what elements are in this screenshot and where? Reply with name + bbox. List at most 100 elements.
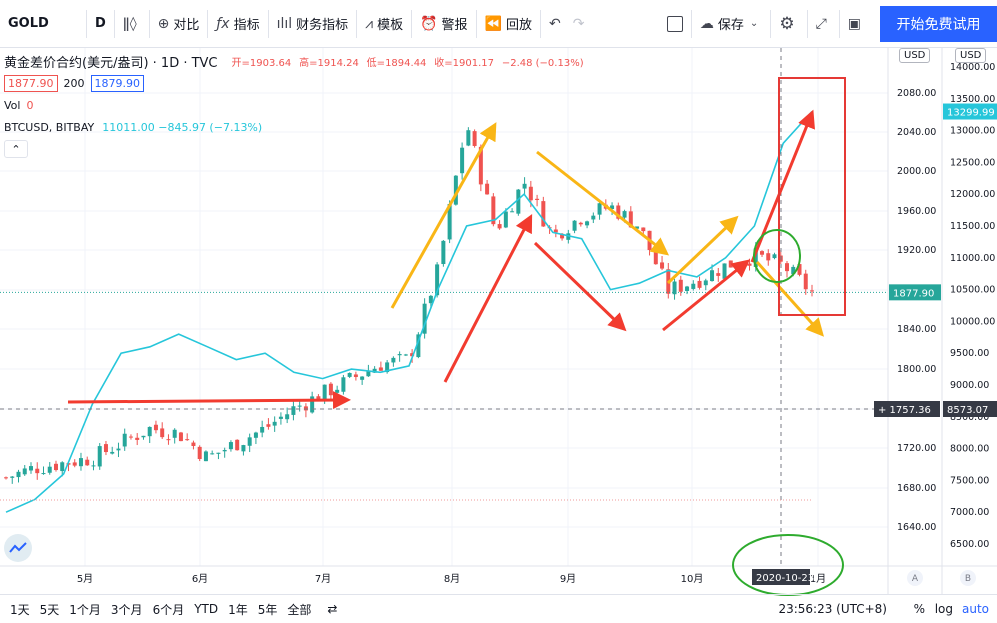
volume-value: 0: [26, 98, 34, 112]
candle-body: [678, 279, 683, 292]
range-5y[interactable]: 5年: [257, 602, 278, 617]
date-range-icon[interactable]: ⇄: [327, 602, 338, 616]
undo-icon: ↶: [549, 15, 561, 32]
candle-body: [72, 462, 77, 466]
financials-button[interactable]: ılıl 财务指标: [269, 0, 357, 48]
tradingview-logo[interactable]: [4, 534, 32, 562]
candle-body: [791, 266, 796, 275]
layout-button[interactable]: [659, 0, 691, 48]
chart-legend: 黄金差价合约(美元/盎司) · 1D · TVC 开=1903.64 高=191…: [4, 50, 588, 160]
clock[interactable]: 23:56:23 (UTC+8): [778, 602, 887, 616]
interval-button[interactable]: D: [95, 16, 106, 31]
red-trend-arrow: [67, 391, 351, 410]
candle-body: [147, 426, 152, 437]
btc-series-value: 11011.00 −845.97 (−7.13%): [102, 120, 263, 134]
settings-button[interactable]: ⚙: [771, 0, 806, 48]
templates-label: 模板: [377, 18, 404, 33]
instrument-title: 黄金差价合约(美元/盎司) · 1D · TVC: [4, 55, 218, 71]
rewind-icon: ⏪: [484, 15, 502, 32]
right-currency-badge[interactable]: USD: [955, 48, 987, 63]
candle-body: [278, 416, 283, 419]
symbol-search[interactable]: GOLD: [8, 16, 49, 31]
candle-body: [403, 354, 408, 356]
indicators-button[interactable]: ƒx 指标: [208, 0, 267, 48]
candle-body: [466, 130, 471, 146]
candle-body: [122, 433, 127, 447]
templates-button[interactable]: ⩘ 模板: [357, 0, 411, 48]
right-tick-label: 6500.00: [950, 539, 989, 550]
alert-button[interactable]: ⏰ 警报: [412, 0, 475, 48]
candle-body: [216, 452, 221, 454]
candle-body: [366, 371, 371, 377]
btc-line: [5, 110, 813, 513]
candle-body: [553, 229, 558, 233]
range-1y[interactable]: 1年: [228, 602, 248, 617]
candle-body: [685, 286, 690, 292]
range-3m[interactable]: 3个月: [110, 602, 143, 617]
indicators-label: 指标: [233, 18, 260, 33]
candle-body: [510, 211, 515, 213]
cloud-icon: ☁: [699, 15, 714, 32]
range-all[interactable]: 全部: [287, 602, 312, 617]
range-5d[interactable]: 5天: [39, 602, 60, 617]
candle-body: [772, 254, 777, 259]
percent-toggle[interactable]: %: [913, 602, 925, 616]
candle-body: [260, 426, 265, 433]
fullscreen-button[interactable]: ⤢: [808, 0, 839, 48]
change-value: −2.48 (−0.13%): [501, 57, 584, 69]
crosshair-date-bg: [752, 569, 810, 585]
candle-body: [560, 233, 565, 239]
candle-body: [422, 303, 427, 334]
candle-body: [210, 453, 215, 455]
auto-toggle[interactable]: auto: [961, 602, 989, 616]
undo-button[interactable]: ↶: [541, 0, 573, 48]
start-free-trial-button[interactable]: 开始免费试用: [880, 6, 997, 42]
function-icon: ƒx: [216, 15, 230, 32]
x-tick-label: 10月: [681, 573, 704, 585]
left-currency-badge[interactable]: USD: [899, 48, 931, 63]
x-tick-label: 6月: [192, 573, 208, 585]
divider: [838, 9, 840, 38]
candle-body: [428, 295, 433, 304]
right-tick-label: 11500.00: [950, 221, 995, 232]
collapse-legend-button[interactable]: ⌃: [4, 140, 28, 158]
candle-body: [410, 353, 415, 357]
snapshot-button[interactable]: ▣: [840, 0, 873, 48]
candle-body: [628, 211, 633, 228]
candle-body: [35, 468, 40, 474]
divider: [207, 9, 209, 38]
x-tick-label: 9月: [560, 573, 576, 585]
save-button[interactable]: ☁ 保存 ⌄: [692, 0, 770, 48]
candle-style-button[interactable]: ǁ◊: [115, 0, 149, 48]
candle-body: [478, 146, 483, 185]
candle-body: [178, 432, 183, 442]
bid-badge[interactable]: 1877.90: [4, 74, 58, 92]
candle-body: [710, 270, 715, 282]
scale-button: [960, 570, 976, 586]
yellow-trend-arrow: [755, 260, 825, 337]
range-1d[interactable]: 1天: [10, 602, 30, 617]
candle-body: [747, 263, 752, 266]
range-1m[interactable]: 1个月: [69, 602, 101, 617]
replay-button[interactable]: ⏪ 回放: [477, 0, 540, 48]
scale-button-label: A: [912, 574, 919, 584]
range-ytd[interactable]: YTD: [194, 602, 219, 616]
range-6m[interactable]: 6个月: [152, 602, 185, 617]
gold-last-price-label-bg: [889, 284, 941, 301]
replay-label: 回放: [505, 18, 532, 33]
ask-badge[interactable]: 1879.90: [90, 74, 144, 92]
right-tick-label: 13000.00: [950, 126, 995, 137]
candle-body: [460, 147, 465, 174]
candle-body: [4, 477, 8, 479]
candle-body: [610, 205, 615, 210]
candle-body: [728, 260, 733, 268]
candle-body: [641, 227, 646, 232]
redo-button[interactable]: ↷: [573, 0, 597, 48]
log-toggle[interactable]: log: [934, 602, 953, 616]
compare-button[interactable]: ⊕ 对比: [150, 0, 208, 48]
low-value: 1894.44: [385, 57, 427, 69]
candle-body: [760, 251, 765, 255]
candle-body: [335, 389, 340, 393]
candle-body: [416, 334, 421, 358]
